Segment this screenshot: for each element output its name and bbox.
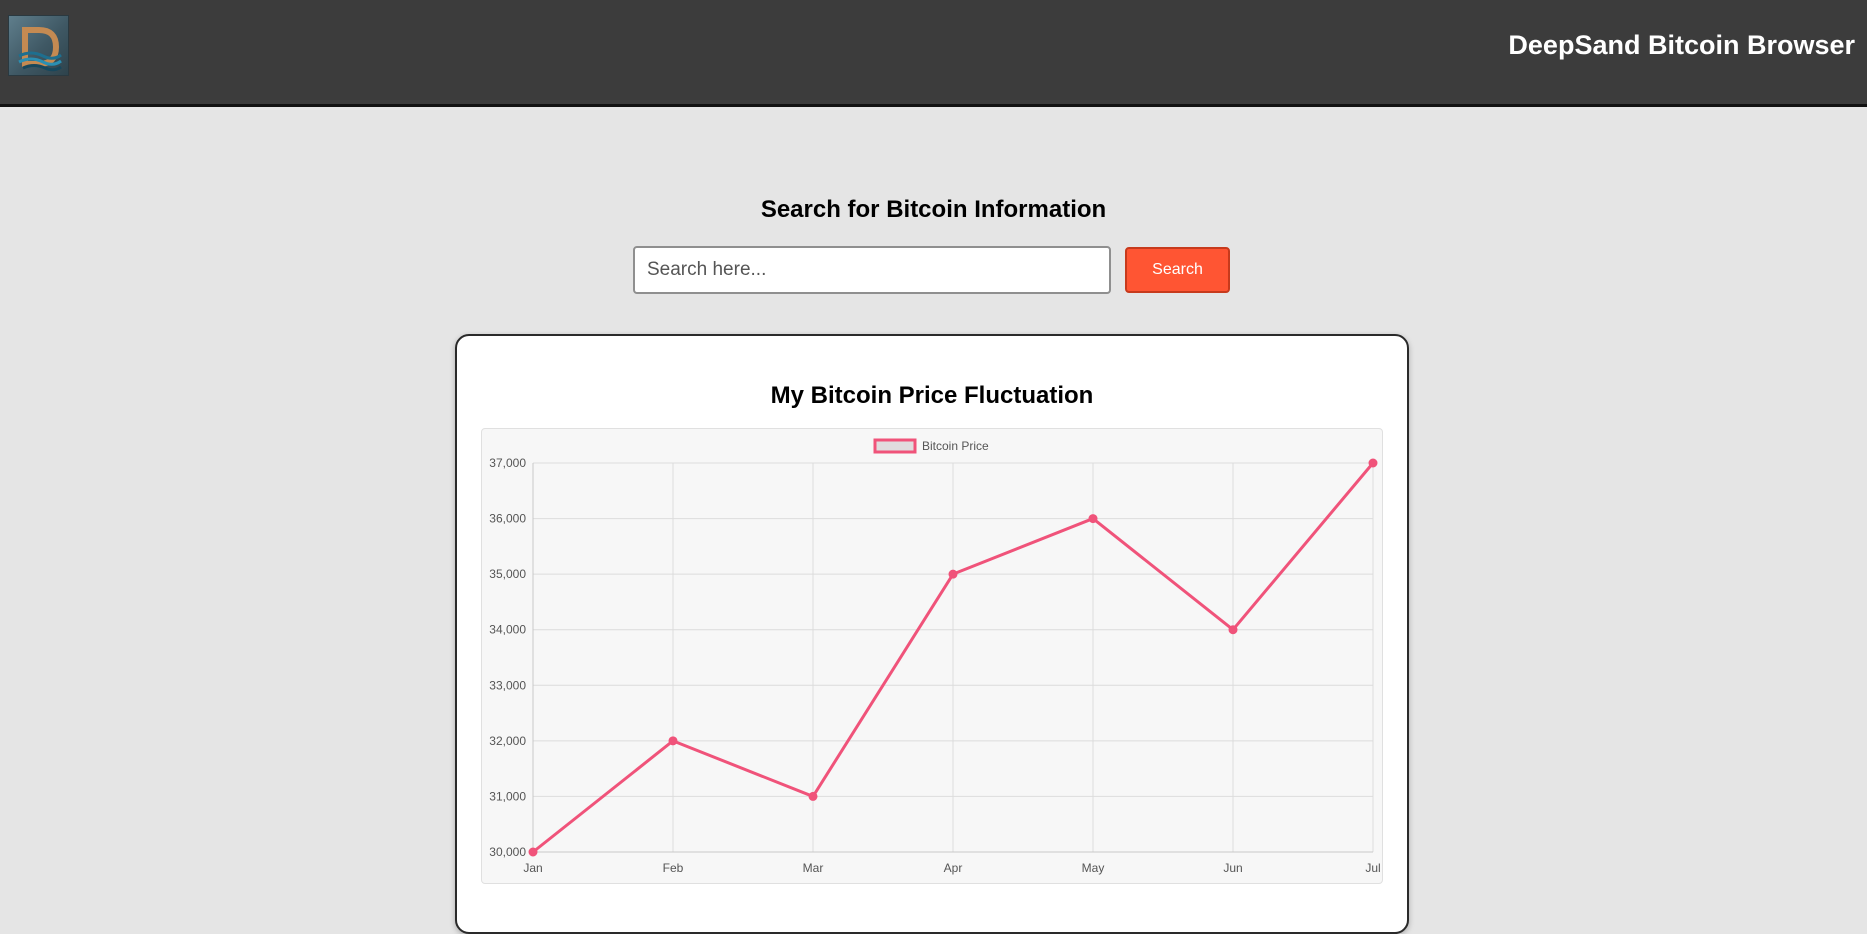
x-tick-label: Jun xyxy=(1223,861,1242,875)
data-point xyxy=(948,569,958,579)
search-button[interactable]: Search xyxy=(1125,247,1230,293)
data-point xyxy=(1368,458,1378,468)
y-tick-label: 35,000 xyxy=(489,567,526,581)
data-point xyxy=(528,847,538,857)
chart-title: My Bitcoin Price Fluctuation xyxy=(770,382,1094,409)
y-tick-label: 36,000 xyxy=(489,512,526,526)
y-tick-label: 37,000 xyxy=(489,456,526,470)
y-tick-label: 31,000 xyxy=(489,789,526,803)
data-point xyxy=(1088,514,1098,524)
chart-container: 30,000 31,000 32,000 33,000 34,000 35,000 36,0… xyxy=(481,428,1383,884)
x-tick-label: Apr xyxy=(944,861,963,875)
x-tick-label: Jul xyxy=(1365,861,1380,875)
x-tick-label: Feb xyxy=(663,861,684,875)
legend-swatch xyxy=(873,438,917,454)
price-chart: 30,000 31,000 32,000 33,000 34,000 35,000 36,0… xyxy=(489,438,1381,875)
chart-card: My Bitcoin Price Fluctuation 30,000 31,00… xyxy=(455,334,1409,934)
y-tick-label: 30,000 xyxy=(489,845,526,859)
search-heading: Search for Bitcoin Information xyxy=(760,196,1107,223)
x-tick-label: Jan xyxy=(523,861,542,875)
app-logo-icon[interactable] xyxy=(8,15,69,76)
y-tick-label: 32,000 xyxy=(489,734,526,748)
x-tick-label: Mar xyxy=(803,861,824,875)
data-point xyxy=(808,791,818,801)
search-input[interactable] xyxy=(633,246,1111,294)
y-tick-label: 34,000 xyxy=(489,623,526,637)
app-title: DeepSand Bitcoin Browser xyxy=(1508,30,1855,60)
legend-label: Bitcoin Price xyxy=(922,439,989,453)
data-point xyxy=(1228,625,1238,635)
data-point xyxy=(668,736,678,746)
x-tick-label: May xyxy=(1082,861,1105,875)
top-bar: DeepSand Bitcoin Browser xyxy=(0,0,1867,107)
y-tick-label: 33,000 xyxy=(489,678,526,692)
